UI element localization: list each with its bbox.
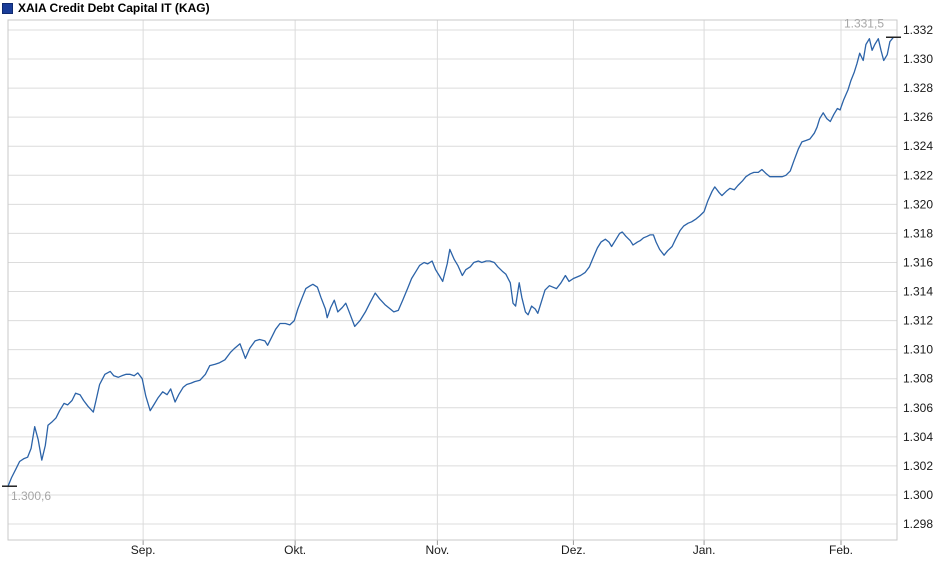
x-tick-label: Dez. — [561, 543, 586, 557]
y-tick-label: 1.326 — [903, 110, 933, 124]
y-tick-label: 1.328 — [903, 81, 933, 95]
x-tick-label: Okt. — [284, 543, 306, 557]
first-value-label: 1.300,6 — [11, 489, 51, 503]
y-tick-label: 1.324 — [903, 139, 933, 153]
y-tick-label: 1.318 — [903, 226, 933, 240]
y-tick-label: 1.298 — [903, 517, 933, 531]
x-tick-label: Jan. — [693, 543, 716, 557]
last-value-label: 1.331,5 — [844, 16, 884, 30]
x-tick-label: Nov. — [425, 543, 449, 557]
y-tick-label: 1.320 — [903, 197, 933, 211]
series-legend-marker-icon — [2, 2, 13, 14]
y-tick-label: 1.302 — [903, 459, 933, 473]
x-tick-label: Sep. — [131, 543, 156, 557]
y-tick-label: 1.314 — [903, 285, 933, 299]
y-tick-label: 1.306 — [903, 401, 933, 415]
y-tick-label: 1.316 — [903, 255, 933, 269]
price-line — [7, 36, 898, 487]
y-tick-label: 1.310 — [903, 343, 933, 357]
y-tick-label: 1.304 — [903, 430, 933, 444]
y-tick-label: 1.300 — [903, 488, 933, 502]
y-tick-label: 1.332 — [903, 23, 933, 37]
y-tick-label: 1.322 — [903, 168, 933, 182]
plot-border — [7, 19, 898, 541]
y-tick-label: 1.312 — [903, 314, 933, 328]
chart-header: XAIA Credit Debt Capital IT (KAG) — [2, 2, 210, 14]
chart-title: XAIA Credit Debt Capital IT (KAG) — [18, 1, 210, 15]
y-tick-label: 1.308 — [903, 372, 933, 386]
y-tick-label: 1.330 — [903, 52, 933, 66]
x-tick-label: Feb. — [829, 543, 853, 557]
